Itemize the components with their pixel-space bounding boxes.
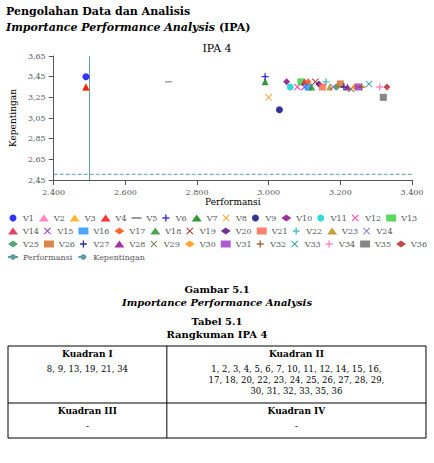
svg-text:V23: V23 bbox=[341, 227, 358, 236]
svg-text:V8: V8 bbox=[235, 214, 247, 223]
svg-text:17, 18, 20, 22, 23, 24, 25, 26: 17, 18, 20, 22, 23, 24, 25, 26, 27, 28, … bbox=[209, 375, 385, 385]
svg-text:(IPA): (IPA) bbox=[215, 21, 250, 34]
svg-text:2,65: 2,65 bbox=[28, 155, 46, 164]
svg-text:Tabel 5.1: Tabel 5.1 bbox=[192, 316, 243, 327]
svg-text:V13: V13 bbox=[400, 214, 417, 223]
svg-text:Importance Performance Analysi: Importance Performance Analysis bbox=[121, 297, 312, 308]
svg-text:30, 31, 32, 33, 35, 36: 30, 31, 32, 33, 35, 36 bbox=[250, 386, 342, 396]
svg-text:2,45: 2,45 bbox=[28, 176, 46, 185]
svg-text:V14: V14 bbox=[22, 227, 39, 236]
svg-text:V4: V4 bbox=[115, 214, 127, 223]
svg-text:Kepentingan: Kepentingan bbox=[93, 253, 144, 262]
svg-text:V5: V5 bbox=[145, 214, 157, 223]
svg-text:V28: V28 bbox=[128, 240, 145, 249]
svg-text:2,85: 2,85 bbox=[28, 134, 46, 143]
svg-text:V10: V10 bbox=[295, 214, 312, 223]
svg-text:V25: V25 bbox=[22, 240, 39, 249]
svg-text:V30: V30 bbox=[199, 240, 216, 249]
svg-text:V17: V17 bbox=[128, 227, 145, 236]
svg-text:Kepentingan: Kepentingan bbox=[8, 89, 18, 147]
svg-text:V1: V1 bbox=[22, 214, 34, 223]
svg-text:V3: V3 bbox=[84, 214, 96, 223]
svg-text:V18: V18 bbox=[164, 227, 181, 236]
svg-text:V31: V31 bbox=[235, 240, 252, 249]
svg-text:2.400: 2.400 bbox=[42, 188, 65, 197]
svg-text:V35: V35 bbox=[374, 240, 391, 249]
svg-text:3.400: 3.400 bbox=[401, 188, 424, 197]
svg-text:-: - bbox=[295, 421, 298, 431]
svg-text:V36: V36 bbox=[410, 240, 427, 249]
svg-text:8, 9, 13, 19, 21, 34: 8, 9, 13, 19, 21, 34 bbox=[47, 364, 128, 374]
svg-text:Performansi: Performansi bbox=[205, 197, 261, 207]
svg-text:Pengolahan Data dan Analisis: Pengolahan Data dan Analisis bbox=[6, 5, 190, 18]
svg-text:V6: V6 bbox=[175, 214, 187, 223]
svg-text:V34: V34 bbox=[338, 240, 355, 249]
svg-text:V19: V19 bbox=[199, 227, 216, 236]
svg-text:Kuadran I: Kuadran I bbox=[62, 349, 113, 359]
svg-text:Performansi: Performansi bbox=[23, 253, 73, 262]
svg-text:V22: V22 bbox=[305, 227, 322, 236]
svg-text:Rangkuman IPA 4: Rangkuman IPA 4 bbox=[167, 329, 268, 340]
svg-text:V33: V33 bbox=[304, 240, 321, 249]
svg-text:Kuadran IV: Kuadran IV bbox=[268, 406, 327, 416]
svg-text:Importance Performance Analysi: Importance Performance Analysis bbox=[5, 21, 215, 34]
svg-text:V9: V9 bbox=[264, 214, 276, 223]
svg-text:2.800: 2.800 bbox=[186, 188, 209, 197]
svg-text:V24: V24 bbox=[376, 227, 393, 236]
svg-text:V26: V26 bbox=[58, 240, 75, 249]
svg-text:3.200: 3.200 bbox=[329, 188, 352, 197]
svg-text:V21: V21 bbox=[271, 227, 288, 236]
svg-text:V12: V12 bbox=[364, 214, 381, 223]
svg-text:3.000: 3.000 bbox=[257, 188, 280, 197]
svg-text:V15: V15 bbox=[56, 227, 73, 236]
svg-text:IPA 4: IPA 4 bbox=[202, 42, 231, 55]
svg-text:V7: V7 bbox=[206, 214, 218, 223]
svg-text:V27: V27 bbox=[92, 240, 109, 249]
svg-text:Gambar 5.1: Gambar 5.1 bbox=[184, 284, 249, 295]
svg-text:3,25: 3,25 bbox=[28, 93, 46, 102]
svg-text:3,05: 3,05 bbox=[28, 114, 46, 123]
svg-text:V32: V32 bbox=[269, 240, 286, 249]
svg-text:V20: V20 bbox=[235, 227, 252, 236]
svg-text:V11: V11 bbox=[330, 214, 347, 223]
svg-text:1, 2, 3, 4, 5, 6, 7, 10, 11, 1: 1, 2, 3, 4, 5, 6, 7, 10, 11, 12, 14, 15,… bbox=[211, 364, 381, 374]
svg-text:3,45: 3,45 bbox=[28, 72, 46, 81]
svg-text:2.600: 2.600 bbox=[114, 188, 137, 197]
svg-text:V16: V16 bbox=[92, 227, 109, 236]
svg-text:V2: V2 bbox=[53, 214, 65, 223]
svg-text:-: - bbox=[86, 421, 89, 431]
svg-text:V29: V29 bbox=[163, 240, 180, 249]
svg-text:3,65: 3,65 bbox=[28, 52, 46, 61]
svg-text:Kuadran II: Kuadran II bbox=[269, 349, 324, 359]
svg-text:Kuadran III: Kuadran III bbox=[58, 406, 117, 416]
